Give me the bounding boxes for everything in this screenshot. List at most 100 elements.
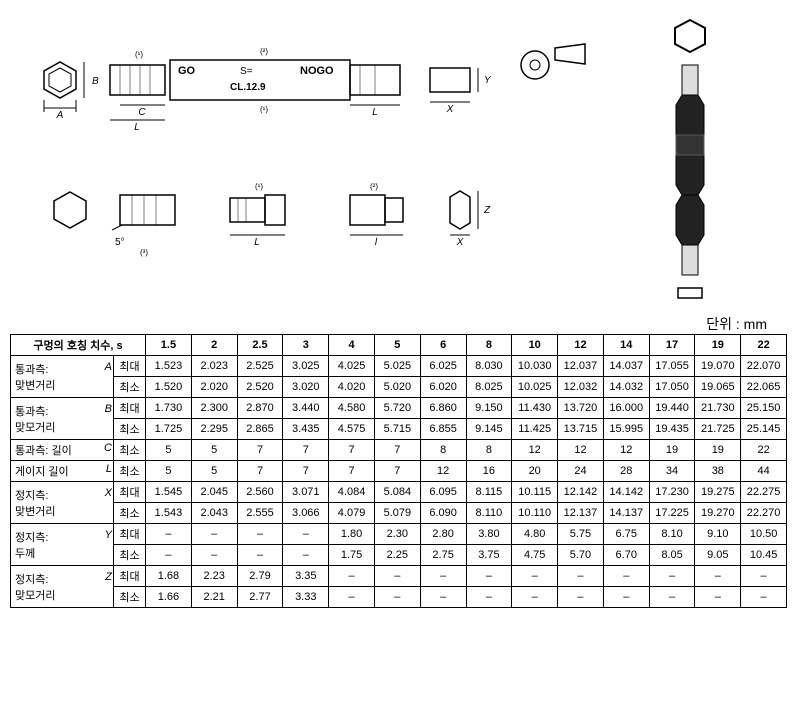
data-cell: 7 (374, 461, 420, 482)
data-cell: – (603, 587, 649, 608)
svg-text:(²): (²) (260, 47, 268, 56)
data-cell: 1.730 (146, 398, 192, 419)
svg-text:(²): (²) (370, 182, 378, 191)
data-cell: 22.065 (741, 377, 787, 398)
data-cell: 8 (466, 440, 512, 461)
data-cell: 12.137 (558, 503, 604, 524)
data-cell: 2.020 (191, 377, 237, 398)
data-cell: 22.275 (741, 482, 787, 503)
data-cell: 7 (237, 440, 283, 461)
svg-text:Z: Z (483, 205, 491, 216)
unit-label: 단위 : mm (10, 314, 787, 334)
row-label: 정지측: Y두께 (11, 524, 114, 566)
table-row: 최소1.5432.0432.5553.0664.0795.0796.0908.1… (11, 503, 787, 524)
data-cell: 1.520 (146, 377, 192, 398)
data-cell: 2.75 (420, 545, 466, 566)
data-cell: 20 (512, 461, 558, 482)
svg-text:NOGO: NOGO (300, 65, 334, 77)
data-cell: 1.725 (146, 419, 192, 440)
data-cell: 12 (603, 440, 649, 461)
spec-table: 구멍의 호칭 치수, s 1.5 2 2.5 3 4 5 6 8 10 12 1… (10, 334, 787, 608)
data-cell: 24 (558, 461, 604, 482)
data-cell: – (374, 566, 420, 587)
data-cell: 6.70 (603, 545, 649, 566)
svg-text:L: L (254, 237, 260, 248)
data-cell: – (283, 524, 329, 545)
data-cell: 14.137 (603, 503, 649, 524)
data-cell: 21.725 (695, 419, 741, 440)
data-cell: 6.020 (420, 377, 466, 398)
data-cell: 12.032 (558, 377, 604, 398)
svg-text:B: B (92, 76, 99, 87)
data-cell: 5.025 (374, 356, 420, 377)
data-cell: 11.430 (512, 398, 558, 419)
data-cell: 21.730 (695, 398, 741, 419)
data-cell: 5.079 (374, 503, 420, 524)
svg-text:X: X (456, 237, 464, 248)
data-cell: 2.870 (237, 398, 283, 419)
data-cell: 2.21 (191, 587, 237, 608)
data-cell: 6.090 (420, 503, 466, 524)
size-col: 19 (695, 335, 741, 356)
row-sub: 최소 (114, 587, 146, 608)
data-cell: 8.025 (466, 377, 512, 398)
data-cell: 3.80 (466, 524, 512, 545)
svg-text:S=: S= (240, 66, 253, 77)
row-label: 통과측: A맞변거리 (11, 356, 114, 398)
data-cell: 9.05 (695, 545, 741, 566)
row-sub: 최소 (114, 545, 146, 566)
row-label: 통과측: 길이 C (11, 440, 114, 461)
table-row: 통과측: 길이 C최소55777788121212191922 (11, 440, 787, 461)
row-sub: 최대 (114, 356, 146, 377)
data-cell: 14.037 (603, 356, 649, 377)
data-cell: 17.050 (649, 377, 695, 398)
data-cell: – (512, 587, 558, 608)
svg-text:(¹): (¹) (260, 105, 268, 114)
data-cell: 2.80 (420, 524, 466, 545)
size-col: 1.5 (146, 335, 192, 356)
data-cell: 12 (512, 440, 558, 461)
data-cell: 1.545 (146, 482, 192, 503)
data-cell: 11.425 (512, 419, 558, 440)
row-sub: 최소 (114, 440, 146, 461)
data-cell: – (191, 524, 237, 545)
data-cell: 8.10 (649, 524, 695, 545)
data-cell: 19.435 (649, 419, 695, 440)
size-col: 8 (466, 335, 512, 356)
data-cell: 10.50 (741, 524, 787, 545)
data-cell: 12 (558, 440, 604, 461)
data-cell: 9.10 (695, 524, 741, 545)
table-row: 정지측: X맞변거리최대1.5452.0452.5603.0714.0845.0… (11, 482, 787, 503)
data-cell: 7 (283, 461, 329, 482)
table-row: 최소1.5202.0202.5203.0204.0205.0206.0208.0… (11, 377, 787, 398)
data-cell: 14.142 (603, 482, 649, 503)
svg-text:(¹): (¹) (135, 50, 143, 59)
svg-text:X: X (446, 104, 454, 115)
data-cell: – (695, 587, 741, 608)
row-sub: 최소 (114, 503, 146, 524)
row-label: 정지측: X맞변거리 (11, 482, 114, 524)
data-cell: 5.75 (558, 524, 604, 545)
data-cell: 25.145 (741, 419, 787, 440)
data-cell: 5 (191, 461, 237, 482)
data-cell: 22.270 (741, 503, 787, 524)
row-sub: 최대 (114, 566, 146, 587)
data-cell: 19.275 (695, 482, 741, 503)
data-cell: 10.115 (512, 482, 558, 503)
data-cell: – (329, 587, 375, 608)
data-cell: – (146, 545, 192, 566)
data-cell: 16.000 (603, 398, 649, 419)
data-cell: 8 (420, 440, 466, 461)
data-cell: 2.023 (191, 356, 237, 377)
data-cell: 5 (191, 440, 237, 461)
data-cell: 5.084 (374, 482, 420, 503)
data-cell: 1.66 (146, 587, 192, 608)
row-sub: 최소 (114, 419, 146, 440)
data-cell: 13.720 (558, 398, 604, 419)
data-cell: 10.45 (741, 545, 787, 566)
table-row: 정지측: Y두께최대––––1.802.302.803.804.805.756.… (11, 524, 787, 545)
data-cell: 2.525 (237, 356, 283, 377)
data-cell: 19 (695, 440, 741, 461)
data-cell: 2.865 (237, 419, 283, 440)
data-cell: 5 (146, 440, 192, 461)
